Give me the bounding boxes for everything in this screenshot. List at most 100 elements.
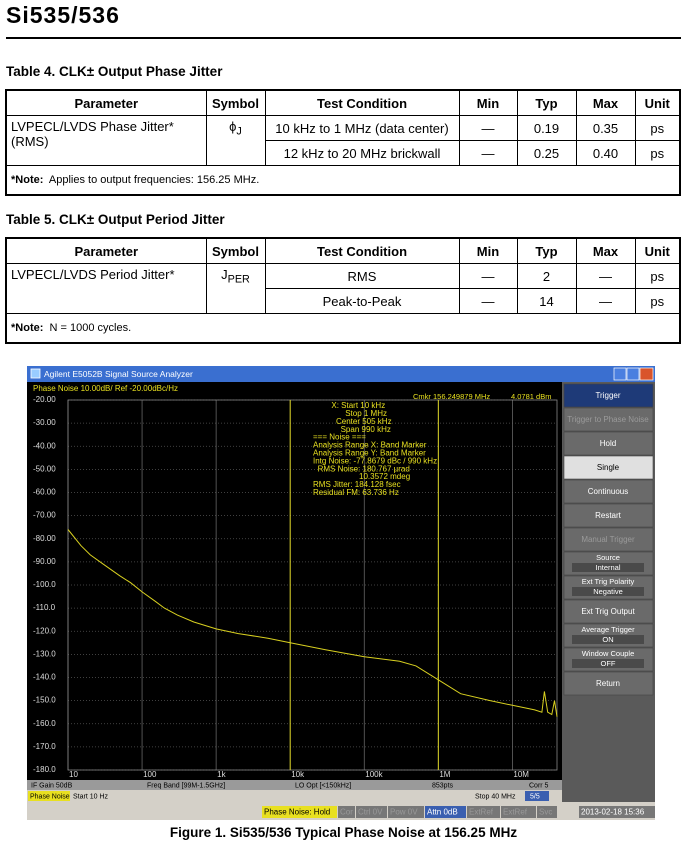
col-header: Min	[458, 237, 518, 264]
softkey-value: ON	[602, 635, 613, 644]
close-button[interactable]	[639, 367, 654, 381]
readout-line: === Noise ===	[313, 433, 366, 442]
col-header: Min	[458, 89, 518, 116]
plot-background	[27, 382, 562, 780]
figure-caption: Figure 1. Si535/536 Typical Phase Noise …	[169, 825, 518, 840]
y-tick-label: -120.0	[33, 626, 56, 635]
y-tick-label: -90.00	[33, 557, 56, 566]
title-bar	[27, 366, 655, 382]
symbol: J	[221, 267, 228, 282]
sweep-start: Start 10 Hz	[73, 793, 109, 800]
softkey-label: Restart	[595, 511, 622, 520]
table-caption: Table 4. CLK± Output Phase Jitter	[6, 64, 223, 79]
y-tick-label: -160.0	[33, 719, 56, 728]
table: Parameter Symbol Test Condition Min Typ Max Un…	[5, 89, 681, 196]
cell: 10 kHz to 1 MHz (data center)	[264, 115, 460, 141]
info-item: LO Opt [<150kHz]	[295, 782, 351, 789]
status-item: 2013-02-18 15:36	[581, 808, 645, 817]
status-cell	[338, 806, 355, 818]
sweep-mode: Phase Noise	[30, 793, 70, 800]
status-cell	[388, 806, 424, 818]
softkey-value: Negative	[593, 587, 623, 596]
note: *Note: N = 1000 cycles.	[5, 313, 681, 344]
cell: 0.40	[575, 140, 636, 166]
info-item: Freq Band [99M-1.5GHz]	[147, 782, 225, 789]
cell: —	[575, 288, 636, 314]
softkey[interactable]	[563, 431, 654, 456]
note: *Note: Applies to output frequencies: 15…	[5, 165, 681, 196]
x-tick-label: 100	[143, 770, 157, 779]
y-tick-label: -20.00	[33, 395, 56, 404]
y-tick-label: -60.00	[33, 488, 56, 497]
table-caption: Table 5. CLK± Output Period Jitter	[6, 212, 225, 227]
cell: 12 kHz to 20 MHz brickwall	[264, 140, 460, 166]
readout-line: Intg Noise: -77.8679 dBc / 990 kHz	[313, 456, 437, 465]
softkey-value-box	[572, 659, 644, 668]
col-header: Unit	[634, 237, 681, 264]
plot-frame	[67, 399, 558, 771]
sweep-page: 5/5	[530, 793, 540, 800]
readout-line: RMS Noise: 180.767 µrad	[318, 464, 410, 473]
col-header: Test Condition	[264, 89, 460, 116]
analyzer-screenshot: Agilent E5052B Signal Source Analyzer -2…	[27, 366, 655, 820]
cell: LVPECL/LVDS Period Jitter*	[5, 263, 207, 314]
status-item: Svc	[539, 808, 552, 817]
softkey-label: Manual Trigger	[581, 535, 635, 544]
cell: ps	[634, 288, 681, 314]
note-text: Applies to output frequencies: 156.25 MH…	[48, 174, 260, 186]
minimize-button[interactable]	[613, 367, 627, 381]
readout-line: Analysis Range Y: Band Marker	[313, 449, 426, 458]
y-tick-label: -180.0	[33, 765, 56, 774]
trace	[67, 529, 558, 717]
marker-freq: Cmkr 156.249879 MHz	[413, 392, 490, 401]
readout-line: X: Start 10 kHz	[331, 401, 385, 410]
y-tick-label: -80.00	[33, 534, 56, 543]
status-cell	[579, 806, 655, 818]
cell: ps	[634, 140, 681, 166]
softkey[interactable]	[563, 599, 654, 624]
title-rule	[6, 37, 681, 39]
col-header: Max	[575, 89, 636, 116]
y-tick-label: -130.0	[33, 649, 56, 658]
softkey-label: Source	[596, 553, 620, 562]
softkey[interactable]	[563, 503, 654, 528]
softkey-label: Return	[596, 679, 620, 688]
softkey[interactable]	[563, 479, 654, 504]
sweep-stop: Stop 40 MHz	[475, 793, 516, 800]
col-header: Parameter	[5, 89, 207, 116]
readout-line: 10.3572 mdeg	[359, 472, 410, 481]
x-tick-label: 10M	[513, 770, 529, 779]
x-tick-label: 10k	[291, 770, 305, 779]
col-header: Unit	[634, 89, 681, 116]
y-tick-label: -50.00	[33, 464, 56, 473]
symbol-sub: J	[236, 125, 242, 138]
softkey-label: Trigger	[595, 391, 620, 400]
cell: ps	[634, 115, 681, 141]
softkey[interactable]	[563, 527, 654, 552]
softkey	[563, 383, 654, 408]
y-tick-label: -110.0	[33, 603, 56, 612]
status-item: Phase Noise: Hold	[264, 808, 330, 817]
y-tick-label: -100.0	[33, 580, 56, 589]
symbol-sub: PER	[227, 273, 250, 286]
cell: —	[458, 263, 518, 289]
softkey-label: Hold	[600, 439, 616, 448]
softkey-value: Internal	[595, 563, 620, 572]
softkey-label: Average Trigger	[581, 625, 635, 634]
col-header: Typ	[516, 237, 577, 264]
status-item: Attn 0dB	[427, 808, 458, 817]
softkey[interactable]	[563, 671, 654, 696]
cell: 0.19	[516, 115, 577, 141]
app-icon	[30, 368, 41, 379]
softkey[interactable]	[563, 407, 654, 432]
softkey[interactable]	[563, 455, 654, 480]
y-tick-label: -140.0	[33, 673, 56, 682]
cell: ps	[634, 263, 681, 289]
restore-button[interactable]	[626, 367, 640, 381]
cell: JPER	[205, 263, 266, 314]
readout-line: Analysis Range X: Band Marker	[313, 441, 427, 450]
col-header: Max	[575, 237, 636, 264]
status-item: Cor	[340, 808, 353, 817]
cell: RMS	[264, 263, 460, 289]
readout-line: Span 990 kHz	[341, 425, 391, 434]
